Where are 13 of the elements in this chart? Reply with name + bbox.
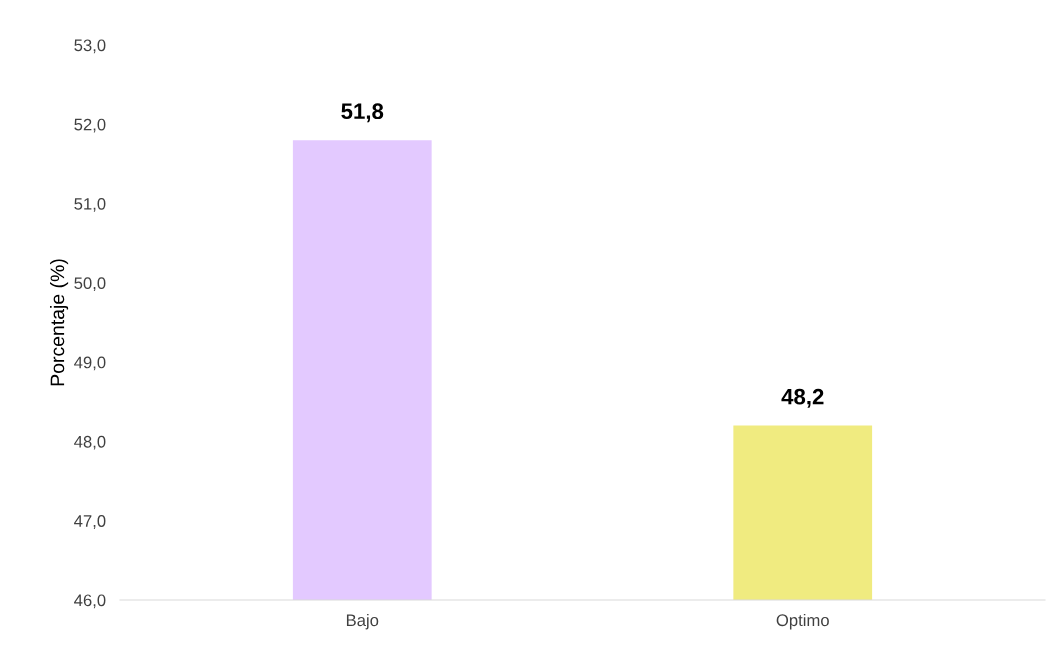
y-tick-label: 52,0 — [74, 118, 106, 133]
y-tick-label: 48,0 — [74, 435, 106, 450]
y-tick-label: 51,0 — [74, 197, 106, 212]
data-label: 48,2 — [781, 388, 824, 408]
data-label: 51,8 — [341, 103, 384, 123]
y-tick-label: 50,0 — [74, 277, 106, 292]
y-tick-label: 47,0 — [74, 515, 106, 529]
y-tick-label: 49,0 — [74, 356, 106, 371]
x-tick-label: Bajo — [346, 613, 379, 630]
y-tick-label: 46,0 — [74, 594, 106, 609]
y-axis-title: Porcentaje (%) — [49, 259, 69, 386]
y-tick-label: 53,0 — [74, 39, 106, 54]
x-tick-label: Optimo — [776, 613, 829, 630]
